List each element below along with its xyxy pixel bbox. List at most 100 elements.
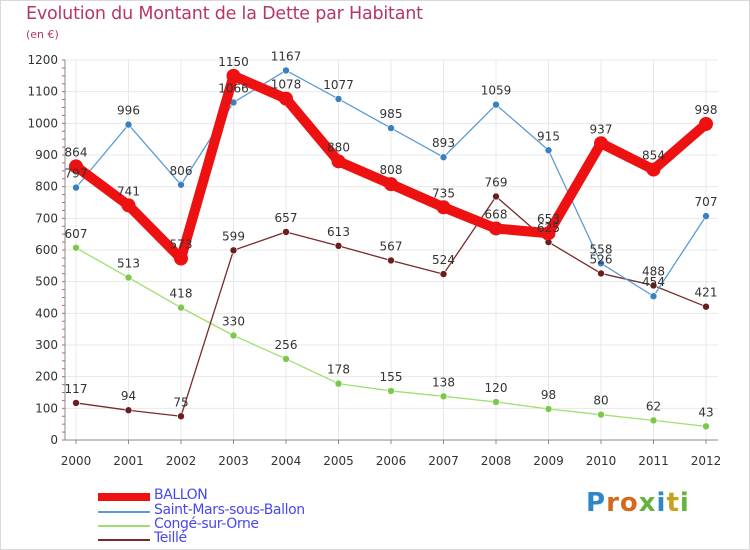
y-tick-label: 400 [35, 306, 58, 320]
data-point [229, 331, 238, 340]
data-label: 256 [275, 338, 298, 352]
data-labels: 607 513 418 330 256 178 155 138 120 98 80 62 43 117 94… [65, 49, 718, 419]
logo-letter: i [656, 488, 667, 518]
data-label: 567 [380, 239, 403, 253]
data-point [334, 379, 343, 388]
logo-letter: x [638, 488, 657, 518]
y-tick-label: 0 [50, 433, 58, 447]
data-point [384, 177, 398, 192]
data-point [594, 136, 608, 151]
data-label: 915 [537, 129, 560, 143]
data-point [699, 116, 713, 131]
data-label: 985 [380, 107, 403, 121]
data-label: 735 [432, 186, 455, 200]
data-point [282, 66, 290, 75]
data-point [702, 422, 710, 431]
y-tick-label: 200 [35, 370, 58, 384]
x-tick-label: 2012 [691, 454, 722, 468]
x-tick-label: 2001 [113, 454, 144, 468]
data-label: 155 [380, 370, 403, 384]
data-label: 526 [590, 252, 613, 266]
data-point [387, 387, 395, 395]
x-tick-label: 2003 [218, 454, 249, 468]
series-teille [72, 192, 710, 421]
legend-swatch-ballon [98, 493, 150, 501]
y-tick-label: 1200 [27, 53, 58, 67]
data-label: 1078 [271, 78, 302, 92]
data-label: 178 [327, 363, 350, 377]
y-tick-label: 900 [35, 148, 58, 162]
data-label: 1167 [271, 49, 302, 63]
data-point [597, 259, 605, 268]
data-label: 657 [275, 211, 298, 225]
data-point [282, 228, 290, 236]
data-label: 98 [541, 388, 556, 402]
data-label: 996 [117, 104, 140, 118]
series-conge-sur-orne [72, 243, 710, 431]
logo-letter: i [679, 488, 690, 518]
data-label: 524 [432, 253, 455, 267]
data-point [597, 269, 605, 278]
data-label: 854 [642, 149, 665, 163]
data-label: 1066 [218, 81, 249, 95]
logo-letter: r [606, 488, 620, 518]
data-point [226, 68, 241, 83]
y-tick-label: 100 [35, 401, 58, 415]
axes: 0 100 200 300 400 500 600 700 800 900 1000 1100 1200… [27, 53, 721, 468]
series-ballon [69, 68, 713, 266]
data-label: 625 [537, 221, 560, 235]
chart-title: Evolution du Montant de la Dette par Hab… [26, 4, 423, 24]
data-label: 668 [485, 207, 508, 221]
data-point [489, 221, 503, 236]
data-label: 558 [590, 242, 613, 256]
data-point [124, 273, 133, 282]
data-point [124, 406, 133, 415]
data-label: 120 [485, 381, 508, 395]
data-label: 607 [65, 227, 88, 241]
legend-swatch-conge [98, 525, 150, 527]
data-point [597, 410, 605, 419]
legend-swatch-teille [98, 539, 150, 541]
legend-label-conge: Congé-sur-Orne [154, 516, 259, 532]
legend-swatch-saint-mars [98, 511, 150, 513]
grid-lines [65, 59, 718, 440]
x-tick-label: 2007 [428, 454, 459, 468]
y-tick-label: 1100 [27, 85, 58, 99]
data-label: 418 [170, 287, 193, 301]
data-point [334, 95, 343, 103]
data-label: 513 [117, 257, 140, 271]
data-label: 488 [642, 264, 665, 278]
data-point [334, 242, 343, 250]
data-point [436, 200, 451, 215]
data-label: 75 [173, 395, 188, 409]
data-label: 573 [170, 238, 193, 252]
y-tick-label: 300 [35, 338, 58, 352]
data-label: 769 [485, 175, 508, 189]
data-label: 454 [642, 275, 665, 289]
series-lines [69, 66, 713, 431]
y-tick-label: 700 [35, 211, 58, 225]
data-label: 613 [327, 225, 350, 239]
data-point [649, 292, 658, 301]
data-label: 421 [695, 286, 718, 300]
data-label: 138 [432, 375, 455, 389]
data-point [174, 251, 188, 266]
logo-letter: t [666, 488, 680, 518]
data-label: 1059 [481, 84, 512, 98]
proxiti-logo: Proxiti [586, 488, 690, 518]
data-point [492, 100, 500, 109]
data-point [282, 355, 290, 363]
legend-label-teille: Teillé [154, 530, 187, 546]
data-point [72, 399, 80, 407]
x-tick-label: 2004 [271, 454, 302, 468]
data-label: 80 [593, 394, 608, 408]
y-tick-label: 1000 [27, 116, 58, 130]
data-point [646, 162, 661, 177]
y-tick-label: 800 [35, 180, 58, 194]
x-tick-label: 2002 [166, 454, 197, 468]
data-label: 806 [170, 164, 193, 178]
x-tick-label: 2000 [61, 454, 92, 468]
data-point [702, 302, 710, 311]
data-point [492, 192, 500, 201]
